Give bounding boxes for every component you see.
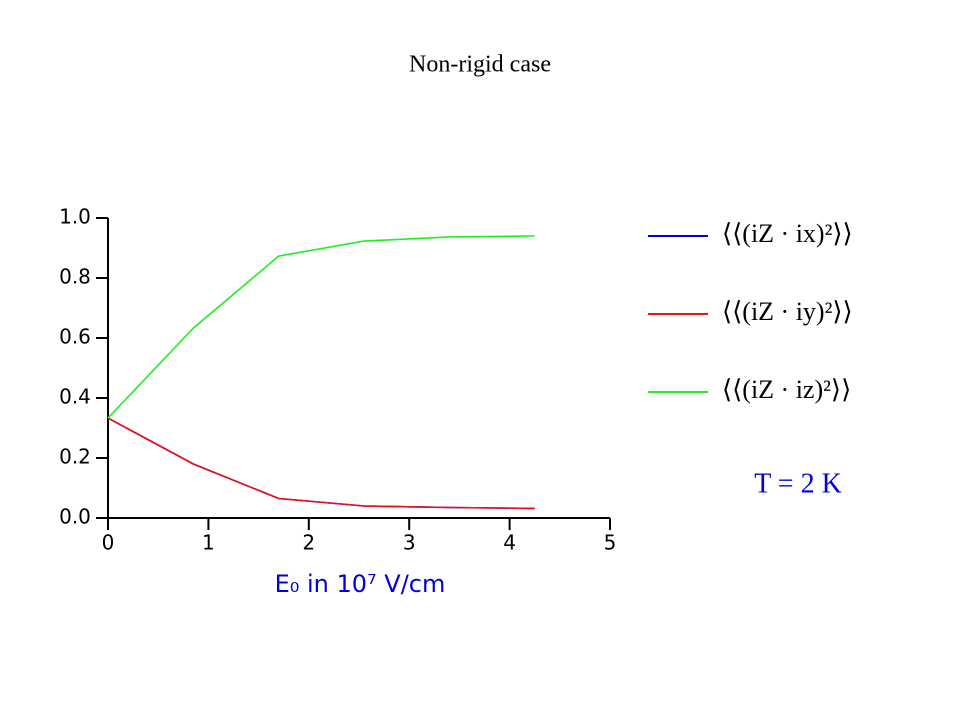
y-tick-label: 1.0 [59, 205, 91, 229]
chart-title: Non-rigid case [409, 52, 551, 78]
y-tick-label: 0.0 [59, 505, 91, 529]
legend-label: ⟨⟨(iZ · ix)²⟩⟩ [722, 219, 853, 248]
x-tick-label: 0 [102, 531, 115, 555]
y-tick-label: 0.4 [59, 385, 91, 409]
y-tick-label: 0.2 [59, 445, 91, 469]
annotation: T = 2 K [754, 468, 842, 499]
x-tick-label: 5 [604, 531, 617, 555]
data-line [107, 417, 535, 510]
x-tick-label: 1 [202, 531, 215, 555]
legend-label: ⟨⟨(iZ · iz)²⟩⟩ [722, 375, 851, 404]
data-line [107, 417, 535, 510]
y-tick-label: 0.6 [59, 325, 91, 349]
x-tick-label: 3 [403, 531, 416, 555]
x-axis-label: E₀ in 10⁷ V/cm [275, 570, 446, 598]
x-tick-label: 4 [503, 531, 516, 555]
x-tick-label: 2 [302, 531, 315, 555]
legend-label: ⟨⟨(iZ · iy)²⟩⟩ [722, 297, 853, 326]
data-line [107, 235, 535, 419]
y-tick-label: 0.8 [59, 265, 91, 289]
